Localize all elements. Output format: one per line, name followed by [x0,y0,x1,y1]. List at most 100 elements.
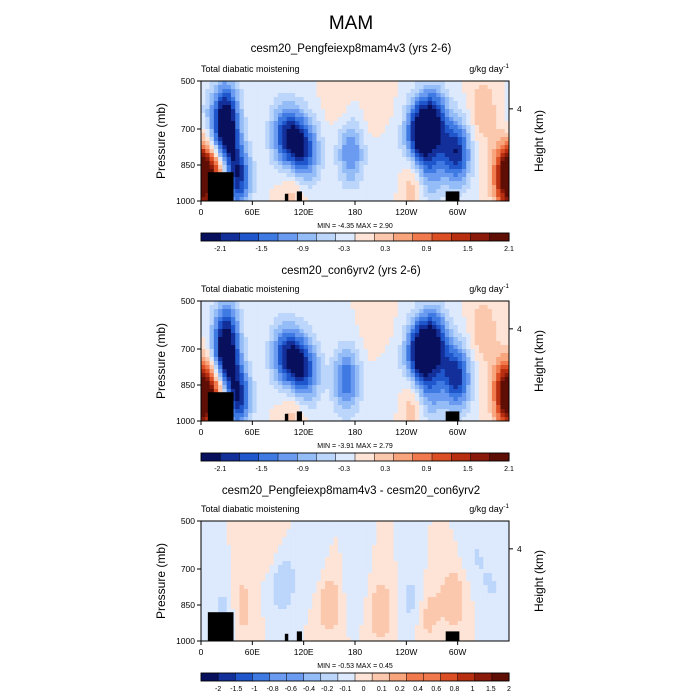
field-cell [226,357,232,362]
field-cell [329,541,335,546]
field-cell [491,537,497,542]
field-cell [303,349,309,354]
field-cell [453,149,459,154]
field-cell [290,525,296,530]
field-cell [500,93,506,98]
field-cell [295,357,300,362]
field-cell [303,529,309,534]
field-cell [470,105,476,110]
field-cell [380,137,386,142]
field-cell [290,165,296,170]
colorbar-swatch [451,452,472,462]
field-cell [278,401,283,406]
field-cell [487,81,493,86]
field-cell [500,341,506,346]
field-cell [350,365,356,370]
field-cell [342,365,347,370]
field-cell [252,521,258,526]
field-cell [491,349,497,354]
field-cell [282,161,287,166]
field-cell [440,381,446,386]
field-cell [205,345,210,350]
field-cell [226,545,232,550]
field-cell [218,385,223,390]
field-cell [342,193,347,198]
field-cell [325,125,330,130]
field-cell [346,369,352,374]
field-cell [483,341,489,346]
field-cell [273,321,279,326]
field-cell [230,149,236,154]
field-cell [402,525,407,530]
y-tick-label: 500 [181,76,195,86]
field-cell [466,85,471,90]
field-cell [252,181,258,186]
field-cell [444,149,450,154]
field-cell [209,137,215,142]
field-cell [230,117,236,122]
field-cell [286,365,292,370]
field-cell [273,105,279,110]
field-cell [474,193,480,198]
units-label: g/kg day-1 [469,63,509,74]
field-cell [453,157,459,162]
field-cell [350,313,356,318]
field-cell [286,169,292,174]
field-cell [299,385,305,390]
field-cell [256,197,262,202]
field-cell [479,97,484,102]
field-cell [496,137,501,142]
field-cell [436,313,441,318]
field-cell [329,193,335,198]
field-cell [461,117,467,122]
field-cell [367,397,373,402]
field-cell [282,141,287,146]
field-cell [346,381,352,386]
field-cell [337,121,343,126]
field-cell [325,169,330,174]
field-cell [389,409,394,414]
field-cell [286,337,292,342]
field-cell [342,105,347,110]
field-cell [218,93,223,98]
field-cell [410,177,416,182]
field-cell [380,373,386,378]
field-cell [222,389,228,394]
field-cell [312,397,317,402]
field-cell [286,125,292,130]
field-cell [384,301,390,306]
field-cell [355,529,360,534]
field-cell [419,365,424,370]
field-cell [359,333,364,338]
field-cell [449,89,454,94]
field-cell [325,113,330,118]
field-cell [466,393,471,398]
field-cell [500,361,506,366]
field-cell [389,373,394,378]
field-cell [269,541,275,546]
field-cell [355,197,360,202]
field-cell [474,353,480,358]
field-cell [239,305,245,310]
field-cell [461,541,467,546]
field-cell [307,329,313,334]
field-cell [299,181,305,186]
field-cell [380,405,386,410]
field-cell [359,305,364,310]
field-cell [303,309,309,314]
field-cell [252,157,258,162]
field-cell [239,317,245,322]
field-cell [466,529,471,534]
field-cell [393,125,399,130]
field-cell [325,329,330,334]
field-cell [209,329,215,334]
field-cell [436,153,441,158]
field-cell [384,521,390,526]
colorbar-label: 2.1 [504,246,514,253]
field-cell [500,129,506,134]
field-cell [226,313,232,318]
field-cell [329,529,335,534]
field-cell [239,325,245,330]
field-cell [402,157,407,162]
field-cell [423,341,429,346]
